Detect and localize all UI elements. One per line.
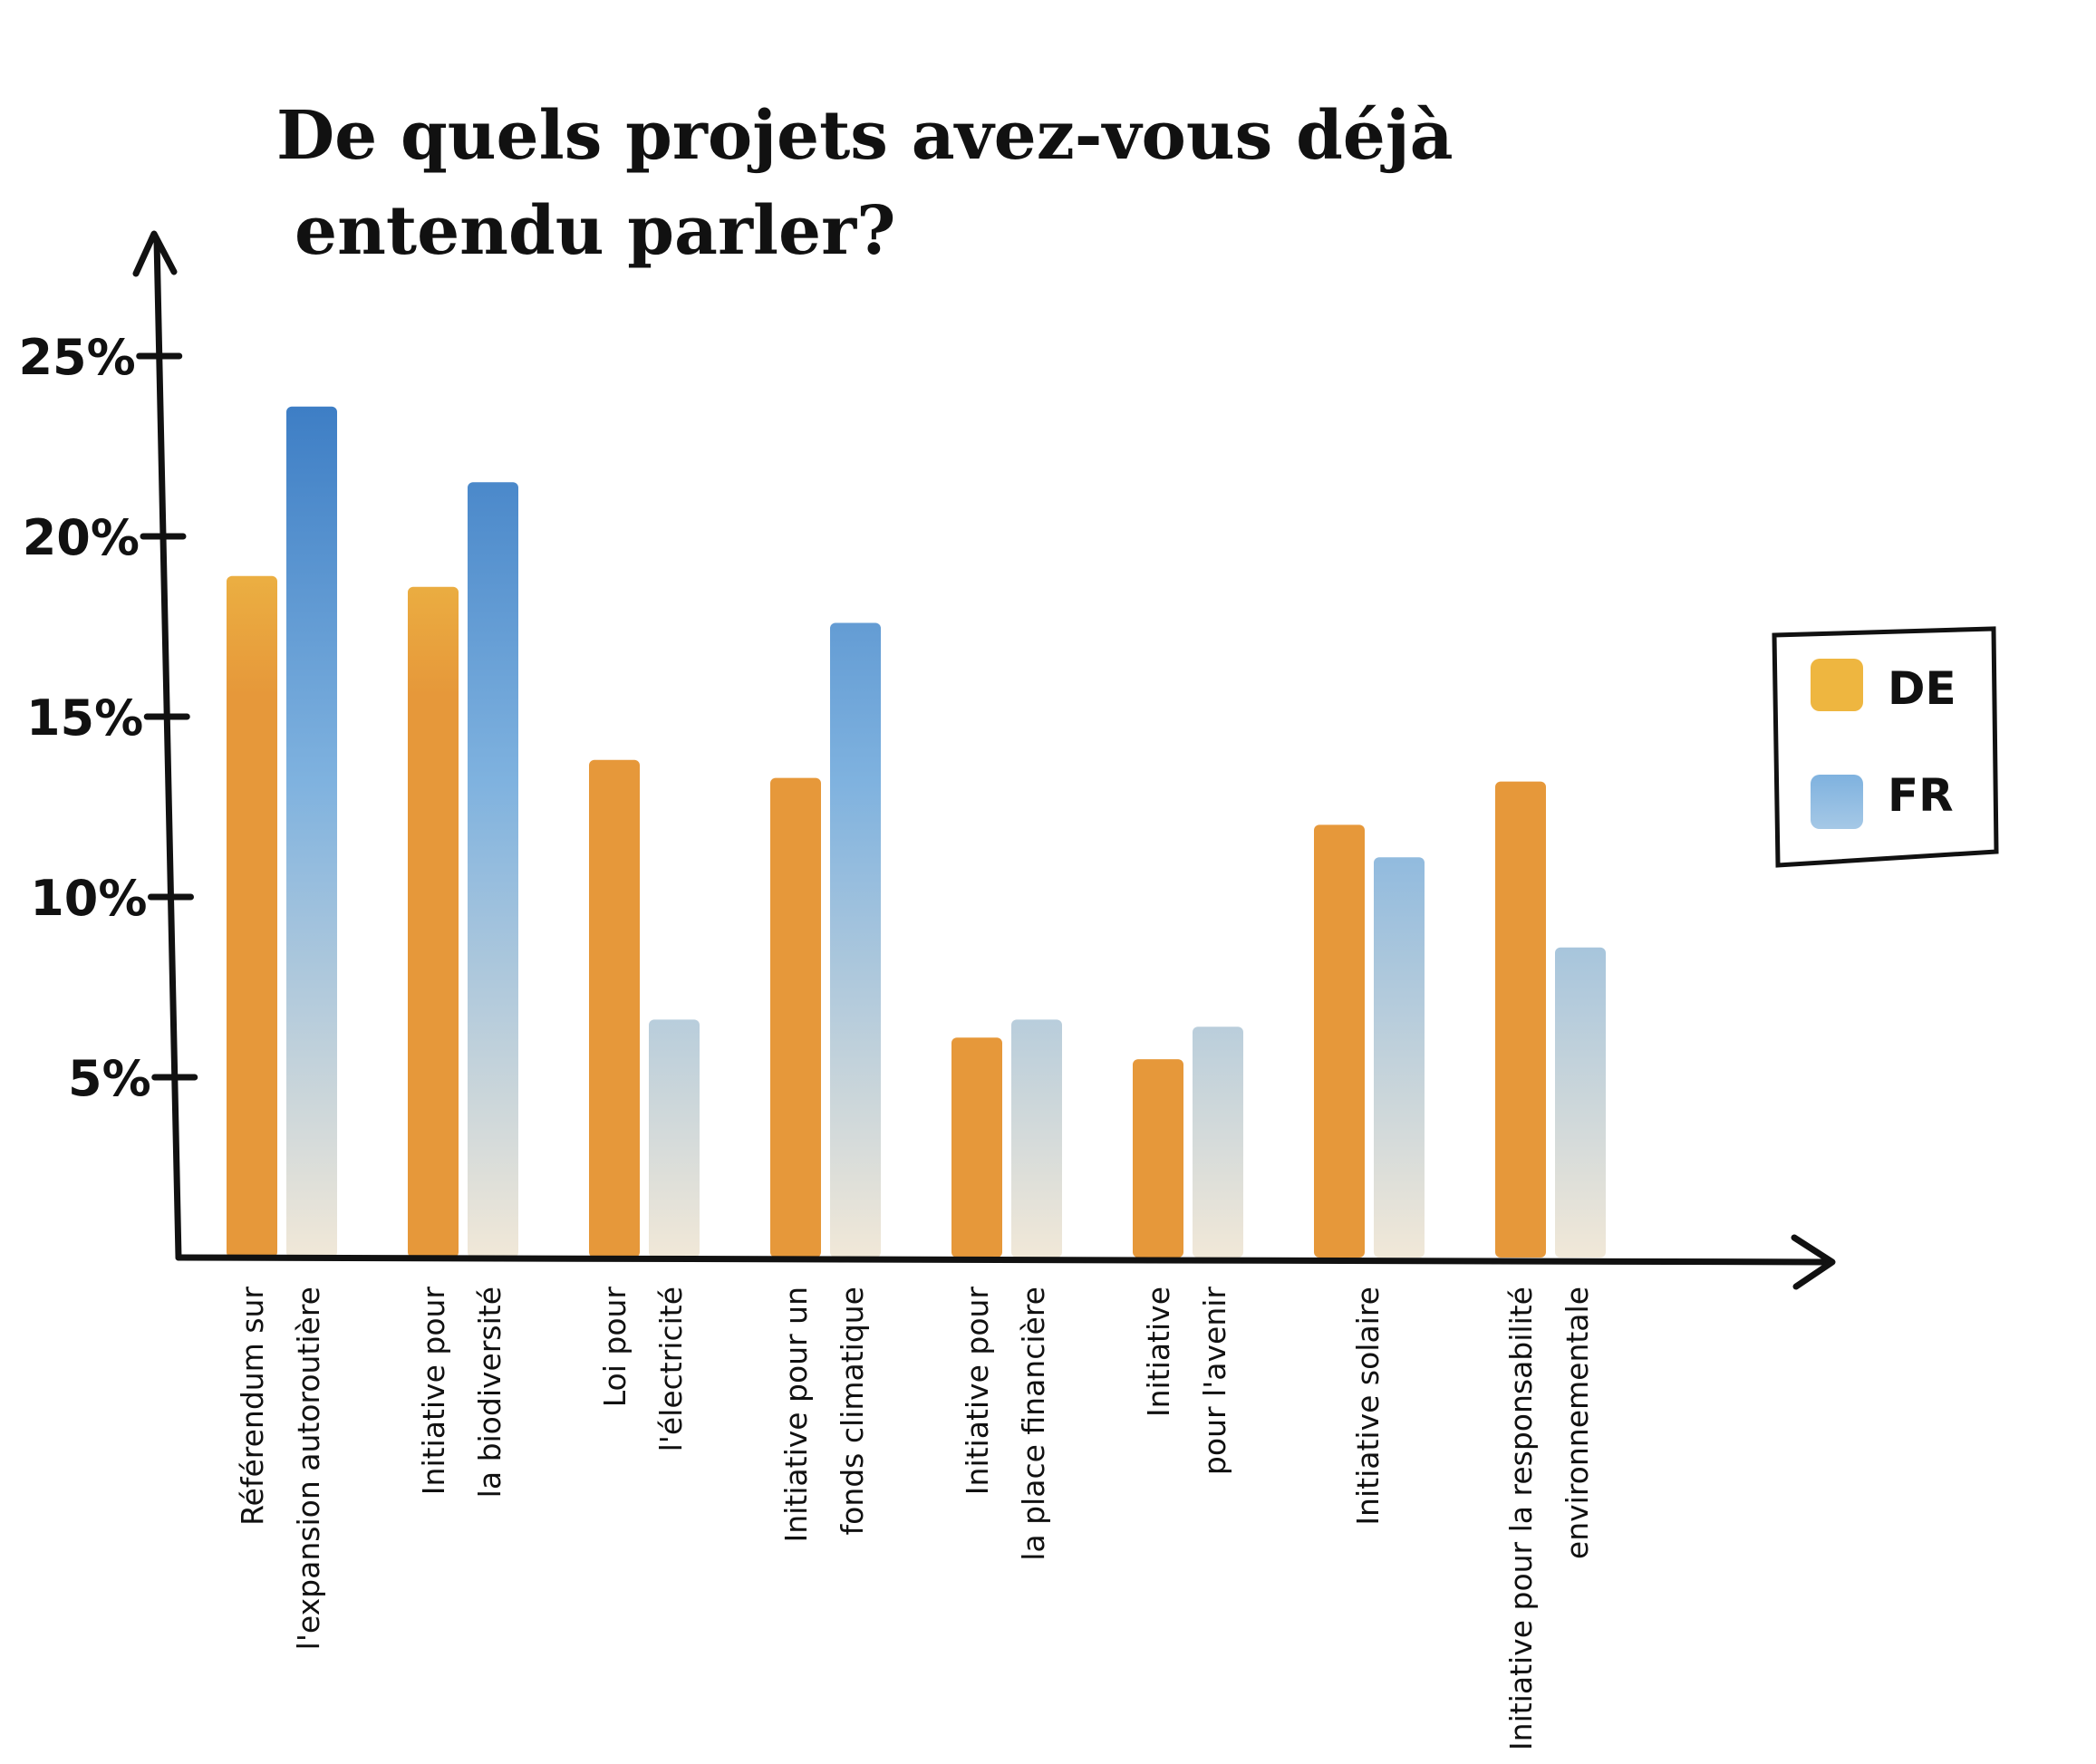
- legend-swatch-fr: [1811, 775, 1863, 829]
- bar-fr-4: [830, 622, 881, 1258]
- x-axis-arrowhead: [1791, 1234, 1836, 1290]
- bar-fr-2: [468, 482, 518, 1258]
- y-axis-arrowhead: [132, 230, 178, 277]
- bar-de-6: [1133, 1059, 1183, 1258]
- bar-de-1: [227, 575, 277, 1258]
- category-labels-group: Référendum sur l'expansion autoroutière In…: [235, 1287, 1595, 1751]
- legend-swatch-de: [1811, 659, 1863, 711]
- category-label-3-line-1: Loi pour: [597, 1287, 633, 1408]
- category-label-4-line-2: fonds climatique: [835, 1287, 870, 1535]
- category-label-1-line-1: Référendum sur: [235, 1287, 270, 1526]
- y-tick-label: 10%: [30, 870, 147, 927]
- category-label-8-line-1: Initiative pour la responsabilité: [1503, 1287, 1539, 1750]
- category-label-8-line-2: environnementale: [1560, 1287, 1595, 1559]
- y-tick-label: 15%: [26, 689, 143, 747]
- bar-fr-8: [1555, 947, 1606, 1258]
- category-label-1-line-2: l'expansion autoroutière: [291, 1287, 326, 1650]
- bar-de-2: [408, 586, 459, 1258]
- category-label-5-line-1: Initiative pour: [960, 1287, 995, 1496]
- axes: [132, 230, 1836, 1290]
- y-tick-label: 5%: [68, 1050, 151, 1107]
- y-axis-line: [153, 236, 182, 1261]
- bar-de-5: [951, 1037, 1002, 1258]
- bar-de-8: [1495, 781, 1546, 1258]
- legend-box: [1772, 626, 1999, 868]
- bars-group: [227, 406, 1606, 1258]
- bar-de-4: [770, 777, 821, 1258]
- y-tick-label: 25%: [18, 329, 135, 386]
- bar-fr-5: [1011, 1019, 1062, 1258]
- chart-title: De quels projets avez-vous déjà entendu …: [276, 97, 1454, 270]
- bar-fr-7: [1374, 857, 1425, 1258]
- category-label-3-line-2: l'électricité: [653, 1287, 689, 1451]
- category-label-2-line-2: la biodiversité: [472, 1287, 507, 1498]
- chart-title-line-1: De quels projets avez-vous déjà: [276, 97, 1454, 175]
- legend-label-fr: FR: [1888, 769, 1954, 822]
- x-axis-line: [175, 1254, 1834, 1267]
- bar-de-3: [589, 759, 640, 1258]
- category-label-4-line-1: Initiative pour un: [778, 1287, 814, 1543]
- category-label-6-line-1: Initiative: [1141, 1287, 1176, 1417]
- bar-fr-1: [286, 406, 337, 1258]
- legend: DE FR: [1772, 626, 1999, 868]
- bar-fr-3: [649, 1019, 700, 1258]
- chart-title-line-2: entendu parler?: [295, 192, 895, 270]
- category-label-5-line-2: la place financière: [1016, 1287, 1051, 1561]
- category-label-2-line-1: Initiative pour: [416, 1287, 451, 1496]
- category-label-7-line-1: Initiative solaire: [1350, 1287, 1386, 1526]
- y-tick-label: 20%: [23, 509, 140, 566]
- category-label-6-line-2: pour l'avenir: [1197, 1287, 1232, 1475]
- legend-label-de: DE: [1888, 662, 1956, 715]
- bar-fr-6: [1193, 1027, 1243, 1258]
- y-ticks-group: 5% 10% 15% 20% 25%: [18, 329, 198, 1107]
- bar-de-7: [1314, 824, 1365, 1258]
